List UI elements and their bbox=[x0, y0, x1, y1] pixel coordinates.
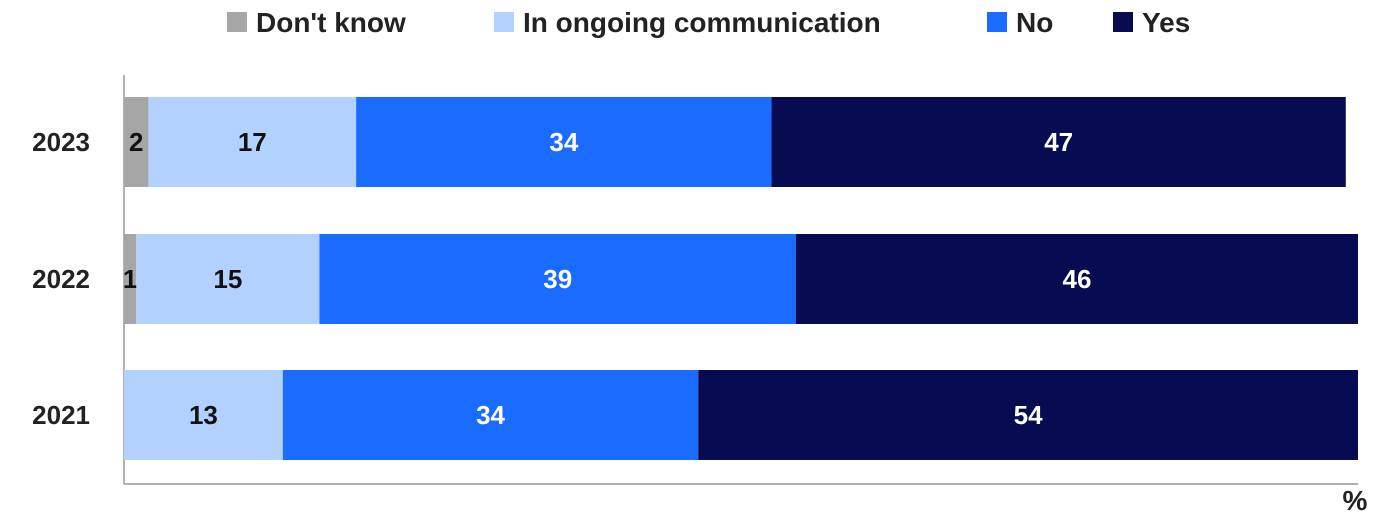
category-label: 2022 bbox=[32, 264, 90, 294]
bar-value-label: 39 bbox=[543, 264, 572, 294]
legend-label: Yes bbox=[1142, 7, 1190, 38]
bars: 2 17 34 47 1 15 39 46 13 34 54 bbox=[123, 97, 1358, 460]
bar-segment-yes bbox=[698, 370, 1358, 460]
legend-swatch bbox=[494, 12, 514, 32]
legend-label: In ongoing communication bbox=[523, 7, 881, 38]
legend-label: No bbox=[1016, 7, 1053, 38]
category-labels: 2023 2022 2021 bbox=[32, 127, 90, 430]
legend-swatch bbox=[1113, 12, 1133, 32]
bar-value-label: 34 bbox=[549, 127, 578, 157]
bar-row-2022: 1 15 39 46 bbox=[123, 234, 1358, 324]
bar-segment-in-ongoing-communication bbox=[136, 234, 320, 324]
bar-segment-in-ongoing-communication bbox=[124, 370, 283, 460]
bar-value-label: 13 bbox=[189, 400, 218, 430]
legend-item-yes: Yes bbox=[1113, 7, 1190, 38]
bar-segment-no bbox=[356, 97, 772, 187]
unit-label: % bbox=[1343, 485, 1368, 515]
bar-segment-yes bbox=[795, 234, 1358, 324]
legend-item-no: No bbox=[987, 7, 1053, 38]
legend-swatch bbox=[987, 12, 1007, 32]
bar-value-label: 46 bbox=[1063, 264, 1092, 294]
bar-segment-don-t-know bbox=[124, 234, 137, 324]
legend-item-in-ongoing-communication: In ongoing communication bbox=[494, 7, 881, 38]
legend-swatch bbox=[227, 12, 247, 32]
category-label: 2021 bbox=[32, 400, 90, 430]
bar-value-label: 54 bbox=[1014, 400, 1043, 430]
legend-item-don-t-know: Don't know bbox=[227, 7, 406, 38]
bar-value-label: 1 bbox=[123, 264, 137, 294]
bar-value-label: 2 bbox=[129, 127, 143, 157]
bar-value-label: 47 bbox=[1044, 127, 1073, 157]
legend-label: Don't know bbox=[256, 7, 406, 38]
bar-segment-don-t-know bbox=[124, 97, 149, 187]
bar-row-2021: 13 34 54 bbox=[124, 370, 1358, 460]
bar-value-label: 17 bbox=[238, 127, 267, 157]
bar-value-label: 15 bbox=[213, 264, 242, 294]
bar-segment-no bbox=[282, 370, 699, 460]
bar-segment-no bbox=[319, 234, 796, 324]
bar-segment-yes bbox=[771, 97, 1346, 187]
bar-value-label: 34 bbox=[476, 400, 505, 430]
bar-segment-in-ongoing-communication bbox=[148, 97, 357, 187]
legend: Don't know In ongoing communication No Yes bbox=[227, 7, 1190, 38]
bar-row-2023: 2 17 34 47 bbox=[124, 97, 1346, 187]
category-label: 2023 bbox=[32, 127, 90, 157]
